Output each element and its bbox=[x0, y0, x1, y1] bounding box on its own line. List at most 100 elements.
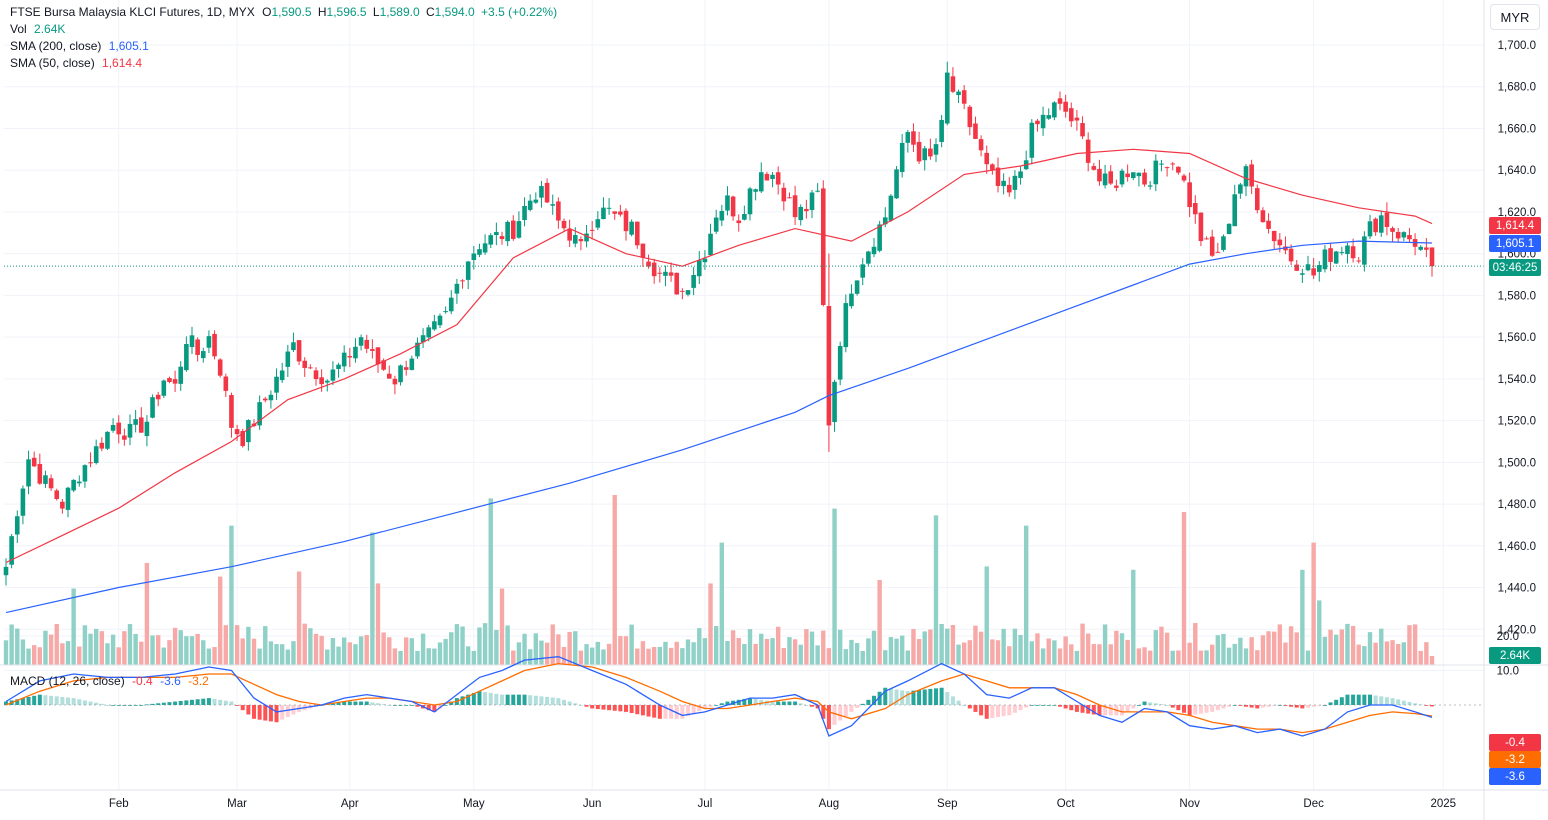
volume-bar bbox=[1215, 635, 1221, 665]
macd-histogram-bar bbox=[1058, 705, 1062, 707]
volume-bar bbox=[1193, 623, 1198, 665]
volume-bar bbox=[623, 636, 629, 665]
candle-body bbox=[1311, 268, 1316, 276]
volume-bar bbox=[336, 646, 341, 665]
interval[interactable]: 1D bbox=[206, 5, 223, 19]
volume-bar bbox=[764, 638, 770, 665]
volume-bar bbox=[1091, 644, 1097, 665]
candle-body bbox=[1091, 166, 1097, 170]
candle-body bbox=[60, 501, 65, 509]
volume-bar bbox=[1069, 644, 1074, 665]
candle-body bbox=[1384, 212, 1390, 227]
volume-bar bbox=[1373, 642, 1378, 665]
candle-body bbox=[1035, 120, 1040, 125]
macd-line bbox=[5, 656, 1433, 737]
macd-histogram-bar bbox=[1339, 697, 1344, 705]
macd-histogram-bar bbox=[1198, 705, 1203, 714]
volume-bar bbox=[1379, 628, 1384, 665]
volume-bar bbox=[240, 638, 245, 665]
volume-bar bbox=[1170, 650, 1175, 665]
candle-body bbox=[1238, 184, 1243, 194]
macd-histogram-bar bbox=[832, 705, 837, 725]
macd-histogram-bar bbox=[1035, 705, 1040, 706]
volume-bar bbox=[499, 588, 505, 665]
volume-bar bbox=[1345, 623, 1350, 665]
volume-legend[interactable]: Vol 2.64K bbox=[10, 22, 66, 36]
sma50-price-tag: 1,614.4 bbox=[1489, 217, 1541, 234]
macd-histogram-bar bbox=[652, 705, 657, 718]
macd-histogram-bar bbox=[1046, 705, 1051, 706]
macd-histogram-bar bbox=[1379, 696, 1384, 705]
candle-body bbox=[1277, 239, 1283, 246]
macd-histogram-bar bbox=[1012, 705, 1017, 713]
sma50-legend[interactable]: SMA (50, close) 1,614.4 bbox=[10, 56, 143, 70]
volume-bar bbox=[1288, 626, 1294, 665]
candle-body bbox=[1119, 170, 1125, 185]
symbol-name[interactable]: FTSE Bursa Malaysia KLCI Futures bbox=[10, 5, 201, 19]
macd-legend[interactable]: MACD (12, 26, close) -0.4 -3.6 -3.2 bbox=[10, 674, 209, 688]
candle-body bbox=[567, 228, 572, 241]
macd-histogram-bar bbox=[826, 705, 831, 730]
macd-histogram-bar bbox=[1266, 705, 1271, 707]
price-axis-label: 1,440.0 bbox=[1498, 583, 1536, 595]
candle-body bbox=[1232, 194, 1238, 227]
macd-histogram-bar bbox=[725, 701, 730, 705]
candle-body bbox=[313, 370, 319, 380]
candle-body bbox=[437, 315, 443, 326]
sma200-legend[interactable]: SMA (200, close) 1,605.1 bbox=[10, 39, 149, 53]
exchange: MYX bbox=[228, 5, 255, 19]
volume-bar bbox=[133, 633, 138, 665]
time-axis-label: Aug bbox=[819, 798, 839, 810]
volume-bar bbox=[837, 629, 843, 665]
volume-bar bbox=[1007, 646, 1012, 665]
candle-body bbox=[82, 465, 88, 482]
volume-bar bbox=[398, 650, 403, 665]
volume-bar bbox=[426, 648, 431, 665]
candle-body bbox=[978, 139, 984, 151]
volume-bar bbox=[759, 633, 764, 665]
candle-body bbox=[990, 164, 995, 170]
macd-histogram-bar bbox=[516, 694, 521, 705]
macd-histogram-bar bbox=[1136, 705, 1141, 706]
macd-histogram-bar bbox=[376, 703, 380, 705]
macd-histogram-bar bbox=[432, 705, 437, 712]
macd-histogram-bar bbox=[674, 705, 679, 719]
volume-bar bbox=[1108, 644, 1113, 665]
candle-body bbox=[911, 131, 916, 145]
currency-button[interactable]: MYR bbox=[1490, 4, 1540, 30]
macd-histogram-bar bbox=[934, 688, 938, 705]
volume-bar bbox=[1362, 646, 1367, 665]
macd-histogram-bar bbox=[522, 694, 527, 705]
volume-bar bbox=[804, 629, 809, 665]
price-axis-label: 1,660.0 bbox=[1498, 123, 1536, 135]
volume-bar bbox=[1035, 633, 1040, 665]
macd-histogram-bar bbox=[144, 704, 149, 706]
volume-bar bbox=[54, 623, 59, 665]
volume-bar bbox=[1012, 628, 1018, 665]
candle-body bbox=[1074, 117, 1080, 121]
candle-body bbox=[223, 376, 229, 391]
volume-bar bbox=[1424, 642, 1429, 665]
candle-body bbox=[65, 487, 71, 510]
candle-body bbox=[127, 423, 133, 438]
time-axis-label: Nov bbox=[1179, 798, 1200, 810]
volume-bar bbox=[1407, 625, 1412, 665]
volume-bar bbox=[246, 626, 251, 665]
volume-bar bbox=[1131, 569, 1136, 665]
candle-body bbox=[26, 459, 31, 487]
volume-bar bbox=[556, 634, 561, 665]
macd-histogram-bar bbox=[1215, 705, 1220, 711]
macd-histogram-bar bbox=[116, 705, 121, 706]
candle-body bbox=[347, 356, 353, 358]
symbol-legend: FTSE Bursa Malaysia KLCI Futures, 1D, MY… bbox=[10, 5, 558, 19]
candle-body bbox=[234, 429, 240, 435]
volume-bar bbox=[1367, 632, 1373, 665]
macd-histogram-bar bbox=[1204, 705, 1209, 713]
volume-bar bbox=[1142, 647, 1147, 665]
macd-histogram-bar bbox=[595, 705, 600, 710]
candle-body bbox=[685, 290, 691, 295]
macd-histogram-bar bbox=[996, 705, 1000, 718]
macd-histogram-bar bbox=[556, 698, 561, 705]
volume-bar bbox=[550, 624, 555, 665]
